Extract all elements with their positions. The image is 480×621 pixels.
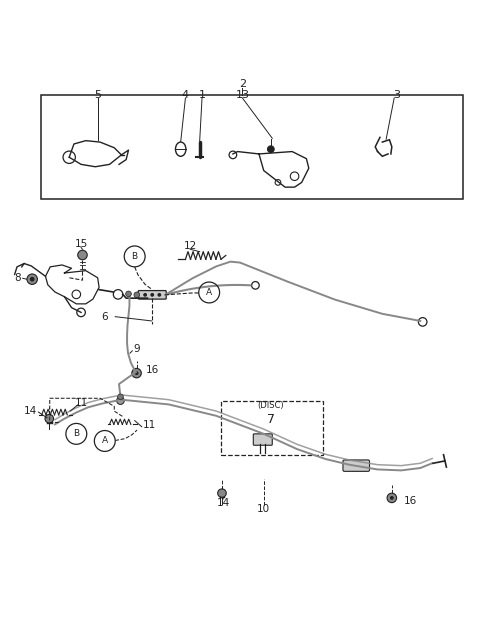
Text: 6: 6: [101, 312, 108, 322]
Circle shape: [30, 277, 35, 281]
Text: 16: 16: [404, 496, 417, 506]
Bar: [41, 94, 463, 199]
Circle shape: [267, 146, 274, 153]
Text: 8: 8: [14, 273, 21, 283]
Text: 15: 15: [74, 239, 88, 249]
Text: 14: 14: [217, 497, 230, 507]
Circle shape: [45, 414, 54, 423]
Text: A: A: [102, 437, 108, 445]
Text: 14: 14: [24, 406, 37, 416]
Text: 9: 9: [133, 345, 140, 355]
Circle shape: [27, 274, 37, 284]
Circle shape: [78, 250, 87, 260]
Text: 2: 2: [239, 79, 246, 89]
Circle shape: [134, 292, 140, 297]
Circle shape: [218, 489, 226, 497]
Circle shape: [150, 293, 154, 297]
Text: 11: 11: [75, 398, 88, 408]
Text: 12: 12: [183, 241, 197, 251]
Text: 4: 4: [182, 89, 189, 99]
Circle shape: [157, 293, 161, 297]
Text: 11: 11: [143, 420, 156, 430]
Text: 13: 13: [235, 89, 250, 99]
Text: 3: 3: [393, 89, 400, 99]
Circle shape: [118, 394, 123, 400]
Circle shape: [126, 291, 132, 297]
Text: (DISC): (DISC): [258, 401, 284, 410]
Text: B: B: [132, 252, 138, 261]
Circle shape: [135, 371, 138, 375]
Text: B: B: [73, 429, 79, 438]
FancyBboxPatch shape: [138, 291, 166, 299]
Text: 1: 1: [199, 89, 205, 99]
FancyBboxPatch shape: [343, 460, 370, 471]
Circle shape: [387, 493, 396, 502]
FancyBboxPatch shape: [253, 434, 272, 445]
Circle shape: [390, 496, 394, 500]
Text: A: A: [206, 288, 212, 297]
Text: 5: 5: [94, 89, 101, 99]
Text: 7: 7: [267, 413, 275, 426]
Circle shape: [132, 368, 141, 378]
Circle shape: [117, 397, 124, 404]
Circle shape: [143, 293, 147, 297]
Text: 16: 16: [146, 365, 159, 375]
Text: 10: 10: [257, 504, 270, 514]
